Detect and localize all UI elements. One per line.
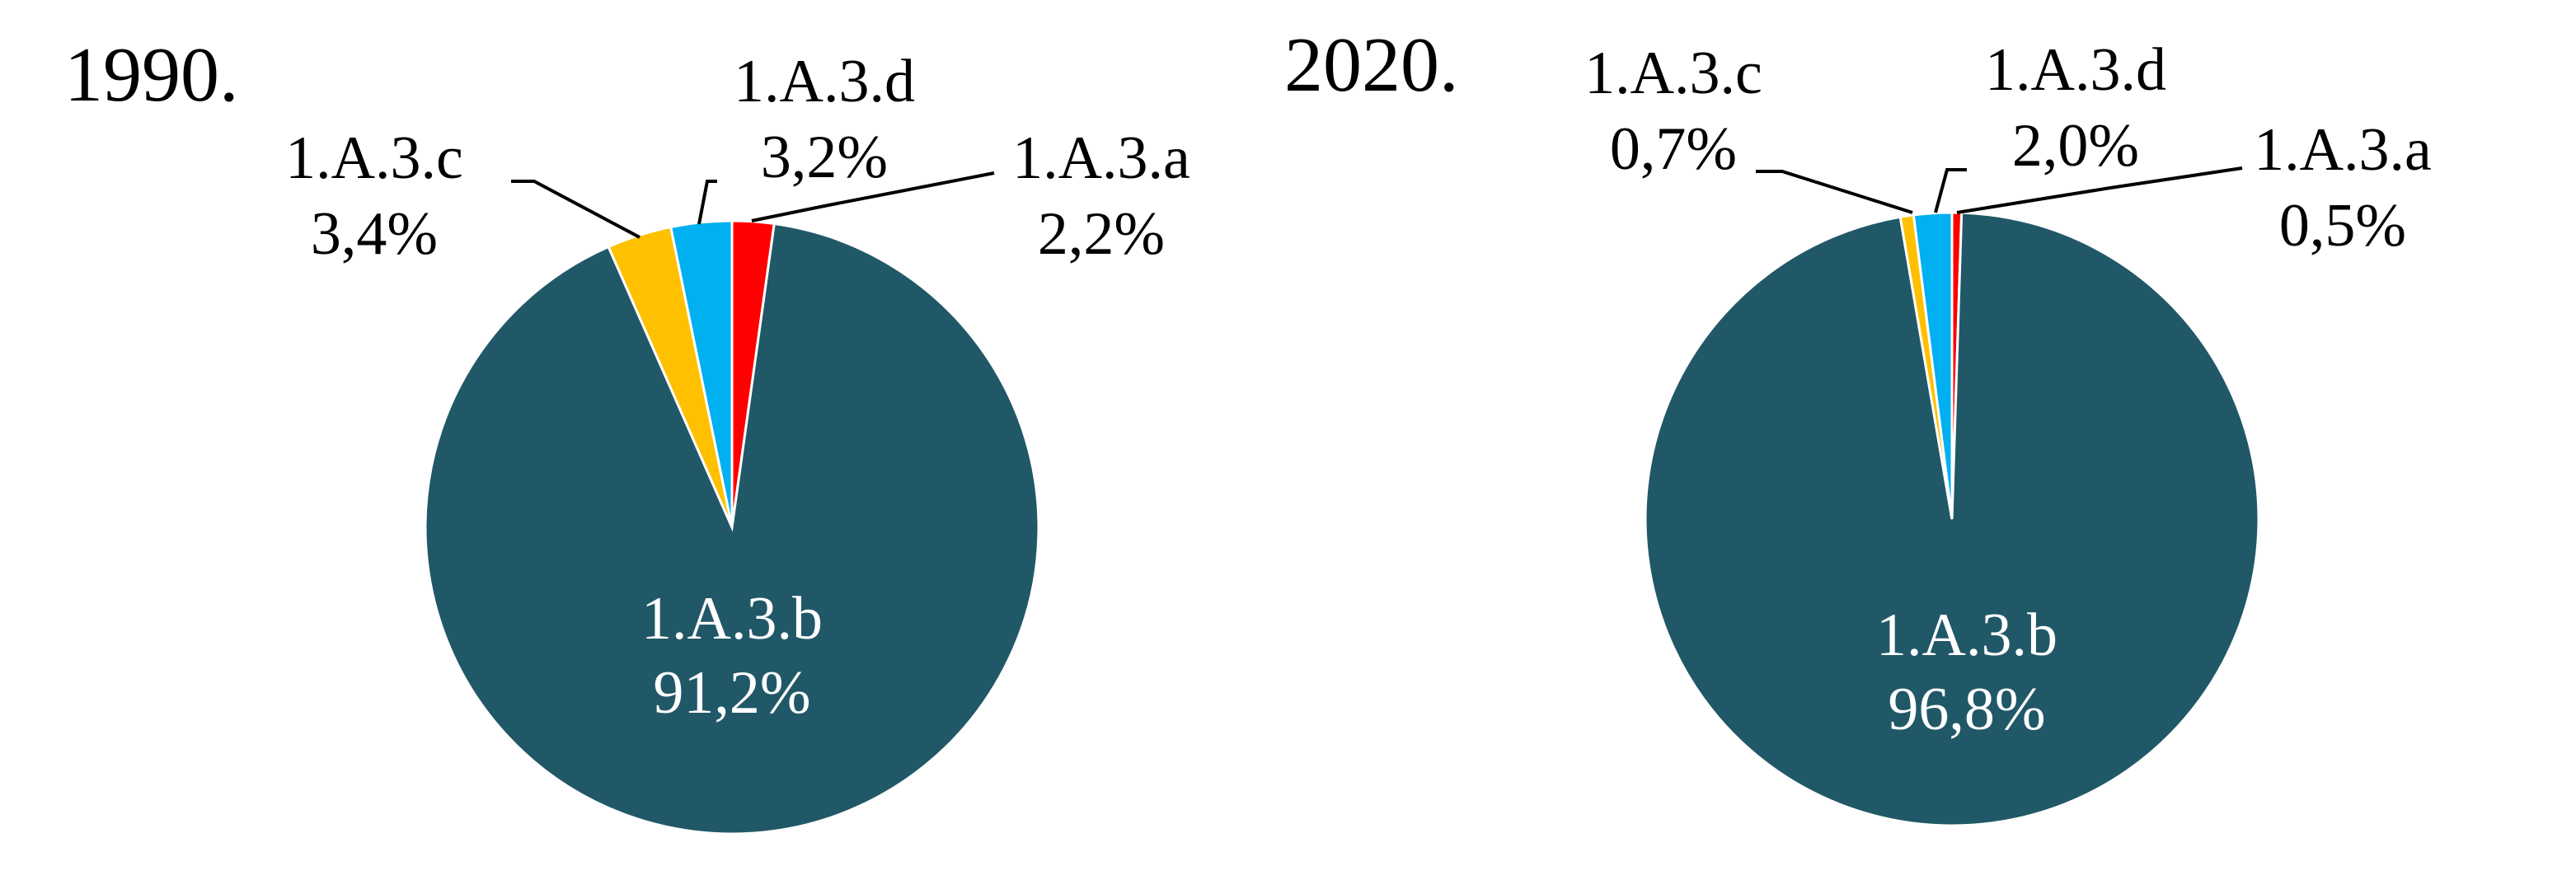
slice-label-1-a-3-c: 1.A.3.c — [285, 124, 463, 192]
leader-line-1-a-3-a — [1956, 166, 2243, 214]
chart-title: 1990. — [64, 32, 239, 118]
pie-chart-1: 2020. 1.A.3.a 0,5% 1.A.3.b 96,8% 1.A.3.c 0,7% 1… — [1284, 22, 2432, 827]
slice-label-1-a-3-a: 1.A.3.a — [1012, 124, 1190, 192]
pie-slice-1-a-3-d — [1912, 211, 1954, 520]
slice-value-1-a-3-b: 91,2% — [653, 659, 810, 727]
slice-value-1-a-3-d: 3,2% — [761, 124, 888, 191]
pie-slice-1-a-3-b — [424, 222, 1040, 836]
slice-label-1-a-3-d: 1.A.3.d — [734, 48, 915, 115]
slice-value-1-a-3-d: 2,0% — [2012, 112, 2139, 180]
leader-line-1-a-3-d — [697, 180, 717, 225]
slice-value-1-a-3-c: 0,7% — [1610, 115, 1737, 183]
slice-value-1-a-3-c: 3,4% — [311, 200, 438, 268]
slice-label-1-a-3-a: 1.A.3.a — [2254, 116, 2432, 184]
chart-title: 2020. — [1284, 22, 1459, 108]
slice-label-1-a-3-b: 1.A.3.b — [1876, 601, 2058, 669]
leader-line-1-a-3-c — [1756, 170, 1913, 214]
pie-chart-0: 1990. 1.A.3.a 2,2% 1.A.3.b91,2% 1.A.3.c 3,4% 1… — [64, 32, 1190, 836]
slice-value-1-a-3-a: 2,2% — [1038, 200, 1165, 268]
pie-slice-1-a-3-d — [669, 219, 734, 528]
leader-line-1-a-3-d — [1934, 168, 1967, 213]
slice-label-1-a-3-d: 1.A.3.d — [1985, 36, 2166, 104]
leader-line-1-a-3-c — [511, 180, 640, 239]
leader-line-1-a-3-a — [751, 171, 995, 222]
slice-value-1-a-3-a: 0,5% — [2279, 192, 2406, 260]
slice-label-1-a-3-b: 1.A.3.b — [641, 585, 823, 653]
slice-label-1-a-3-c: 1.A.3.c — [1584, 40, 1762, 107]
slice-value-1-a-3-b: 96,8% — [1888, 676, 2045, 743]
